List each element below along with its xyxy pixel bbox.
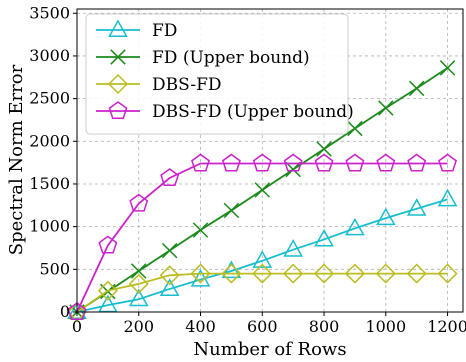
x-marker bbox=[285, 161, 301, 178]
pentagon-marker bbox=[314, 153, 334, 172]
x-marker bbox=[223, 202, 240, 219]
diamond-marker bbox=[159, 265, 180, 286]
x-marker bbox=[131, 263, 147, 279]
diamond-marker bbox=[190, 263, 211, 284]
diamond-marker bbox=[252, 263, 273, 284]
x-marker bbox=[347, 120, 363, 137]
diamond-marker bbox=[437, 263, 458, 284]
diamond-marker bbox=[97, 280, 118, 301]
y-tick-label: 1000 bbox=[29, 217, 70, 236]
y-tick-label: 2000 bbox=[29, 131, 70, 150]
x-tick-label: 400 bbox=[185, 317, 216, 336]
pentagon-marker bbox=[98, 235, 118, 254]
triangle-marker bbox=[159, 278, 180, 297]
x-marker bbox=[316, 141, 332, 157]
y-tick-label: 3000 bbox=[29, 46, 70, 65]
y-tick-label: 3500 bbox=[29, 3, 70, 22]
legend-item: FD bbox=[96, 19, 177, 41]
x-marker bbox=[408, 80, 425, 97]
diamond-marker bbox=[221, 263, 242, 284]
pentagon-marker bbox=[129, 193, 149, 212]
y-tick-label: 1500 bbox=[29, 174, 70, 193]
pentagon-marker bbox=[438, 153, 458, 172]
legend-item: DBS-FD (Upper bound) bbox=[96, 101, 354, 122]
triangle-marker bbox=[375, 207, 396, 226]
diamond-marker bbox=[313, 263, 335, 284]
x-axis-title: Number of Rows bbox=[193, 339, 346, 360]
x-tick-label: 1000 bbox=[365, 317, 406, 336]
legend-label: FD (Upper bound) bbox=[152, 48, 310, 68]
triangle-marker bbox=[108, 19, 128, 38]
diamond-marker bbox=[344, 263, 365, 284]
legend-label: DBS-FD (Upper bound) bbox=[152, 102, 354, 122]
diamond-marker bbox=[283, 263, 304, 284]
pentagon-marker bbox=[283, 153, 303, 172]
pentagon-marker bbox=[252, 153, 272, 172]
x-tick-label: 1200 bbox=[427, 317, 466, 336]
pentagon-marker bbox=[67, 302, 87, 321]
x-tick-label: 800 bbox=[309, 317, 340, 336]
triangle-marker bbox=[98, 294, 118, 313]
legend-item: FD (Upper bound) bbox=[96, 48, 310, 68]
pentagon-marker bbox=[376, 153, 396, 172]
y-axis-title: Spectral Norm Error bbox=[6, 64, 27, 255]
pentagon-marker bbox=[191, 153, 210, 172]
plot-frame bbox=[76, 8, 464, 313]
series-fd-upper-bound- bbox=[69, 60, 456, 320]
series-line bbox=[76, 162, 448, 313]
triangle-marker bbox=[437, 188, 458, 207]
x-marker bbox=[254, 182, 271, 198]
diamond-marker bbox=[406, 263, 427, 284]
series-line bbox=[76, 272, 448, 313]
series-dbs-fd-upper-bound- bbox=[67, 153, 458, 321]
series-layer bbox=[66, 60, 458, 323]
y-tick-label: 0 bbox=[60, 302, 70, 321]
x-tick-label: 600 bbox=[247, 317, 278, 336]
diamond-marker bbox=[107, 73, 129, 95]
axes-ticks: 0 200 400 600 800 1000 1200 0 500 1000 1500 2000 250… bbox=[29, 3, 466, 336]
pentagon-marker bbox=[345, 153, 365, 172]
triangle-marker bbox=[252, 250, 273, 268]
series-dbs-fd bbox=[66, 263, 458, 323]
pentagon-marker bbox=[407, 153, 427, 172]
series-line bbox=[76, 198, 448, 313]
y-tick-label: 500 bbox=[39, 259, 70, 278]
legend-label: FD bbox=[152, 21, 177, 41]
diamond-marker bbox=[375, 263, 396, 284]
x-marker bbox=[378, 100, 394, 116]
legend-item: DBS-FD bbox=[96, 73, 222, 95]
x-tick-label: 200 bbox=[123, 317, 154, 336]
x-marker bbox=[110, 49, 126, 65]
diamond-marker bbox=[128, 273, 149, 294]
triangle-marker bbox=[314, 228, 334, 247]
triangle-marker bbox=[128, 288, 149, 307]
legend: FD FD (Upper bound) DBS-FD DBS-FD (Upper bo… bbox=[85, 13, 354, 135]
x-marker bbox=[192, 222, 209, 238]
x-tick-label: 0 bbox=[72, 317, 82, 336]
triangle-marker bbox=[345, 217, 365, 236]
triangle-marker bbox=[67, 301, 87, 320]
x-marker bbox=[439, 60, 456, 76]
pentagon-marker bbox=[221, 153, 241, 172]
pentagon-marker bbox=[108, 101, 128, 120]
x-marker bbox=[161, 242, 178, 259]
triangle-marker bbox=[283, 239, 303, 257]
series-fd bbox=[67, 188, 458, 320]
pentagon-marker bbox=[160, 168, 180, 187]
legend-label: DBS-FD bbox=[152, 75, 222, 95]
legend-box bbox=[85, 13, 349, 135]
triangle-marker bbox=[406, 198, 427, 216]
y-tick-label: 2500 bbox=[29, 89, 70, 108]
diamond-marker bbox=[66, 301, 88, 323]
